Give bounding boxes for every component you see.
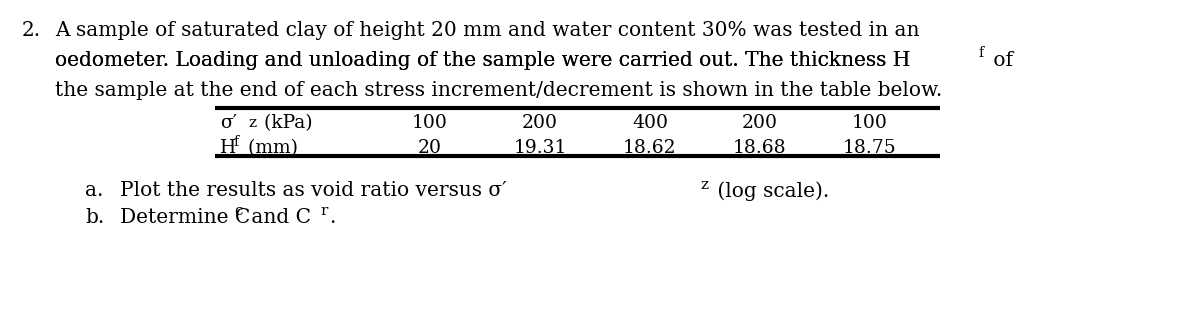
Text: 18.75: 18.75: [844, 139, 896, 157]
Text: r: r: [320, 204, 328, 218]
Text: Determine C: Determine C: [120, 208, 251, 227]
Text: c: c: [234, 204, 242, 218]
Text: (kPa): (kPa): [258, 114, 313, 132]
Text: the sample at the end of each stress increment/decrement is shown in the table b: the sample at the end of each stress inc…: [55, 81, 942, 100]
Text: 200: 200: [742, 114, 778, 132]
Text: and C: and C: [245, 208, 311, 227]
Text: 400: 400: [632, 114, 668, 132]
Text: f: f: [233, 135, 238, 149]
Text: A sample of saturated clay of height 20 mm and water content 30% was tested in a: A sample of saturated clay of height 20 …: [55, 21, 919, 40]
Text: oedometer. Loading and unloading of the sample were carried out. The thickness H: oedometer. Loading and unloading of the …: [55, 51, 911, 70]
Text: Plot the results as void ratio versus σ′: Plot the results as void ratio versus σ′: [120, 181, 506, 200]
Text: 100: 100: [852, 114, 888, 132]
Text: 18.68: 18.68: [733, 139, 787, 157]
Text: .: .: [329, 208, 335, 227]
Text: 100: 100: [412, 114, 448, 132]
Text: H: H: [220, 139, 236, 157]
Text: 2.: 2.: [22, 21, 41, 40]
Text: a.: a.: [85, 181, 103, 200]
Text: f: f: [978, 46, 983, 60]
Text: z: z: [248, 116, 256, 130]
Text: z: z: [700, 178, 708, 192]
Text: σ′: σ′: [220, 114, 238, 132]
Text: 18.62: 18.62: [623, 139, 677, 157]
Text: (mm): (mm): [242, 139, 298, 157]
Text: b.: b.: [85, 208, 104, 227]
Text: oedometer. Loading and unloading of the sample were carried out. The thickness H: oedometer. Loading and unloading of the …: [55, 51, 911, 70]
Text: 20: 20: [418, 139, 442, 157]
Text: 200: 200: [522, 114, 558, 132]
Text: (log scale).: (log scale).: [710, 181, 829, 201]
Text: 19.31: 19.31: [514, 139, 566, 157]
Text: of: of: [986, 51, 1013, 70]
